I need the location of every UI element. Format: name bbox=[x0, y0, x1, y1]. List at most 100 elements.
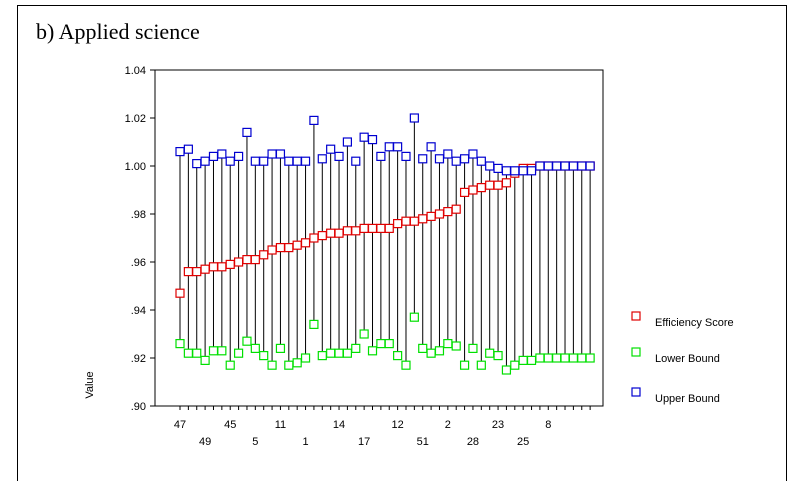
y-tick-label: .94 bbox=[131, 305, 146, 317]
lower-bound-marker bbox=[526, 355, 537, 365]
lower-bound-marker bbox=[292, 358, 302, 368]
efficiency-score-marker bbox=[242, 255, 252, 265]
lower-bound-marker bbox=[543, 353, 553, 363]
upper-bound-marker bbox=[451, 156, 461, 166]
upper-bound-marker bbox=[476, 156, 486, 166]
lower-bound-marker bbox=[267, 360, 277, 370]
lower-bound-marker bbox=[192, 348, 202, 358]
y-tick-label: .96 bbox=[131, 257, 146, 269]
efficiency-score-marker bbox=[384, 223, 394, 233]
lower-bound-marker bbox=[183, 348, 193, 358]
upper-bound-marker bbox=[317, 154, 327, 164]
upper-bound-marker bbox=[326, 144, 336, 154]
y-tick-label: 1.00 bbox=[125, 161, 146, 173]
efficiency-score-marker bbox=[367, 223, 378, 233]
efficiency-score-marker bbox=[334, 228, 344, 238]
upper-bound-marker bbox=[585, 161, 595, 171]
upper-bound-marker bbox=[501, 166, 512, 176]
lower-bound-marker bbox=[510, 360, 520, 370]
efficiency-score-marker bbox=[225, 259, 235, 269]
efficiency-score-marker bbox=[376, 223, 386, 233]
axes bbox=[150, 69, 604, 410]
x-tick-label: 2 bbox=[445, 419, 451, 431]
upper-bound-marker bbox=[275, 149, 286, 159]
lower-bound-marker bbox=[577, 353, 587, 363]
upper-bound-marker bbox=[351, 156, 361, 166]
lower-bound-marker bbox=[275, 343, 286, 353]
lower-bound-marker bbox=[342, 348, 352, 358]
efficiency-score-marker bbox=[434, 209, 445, 219]
lower-bound-marker bbox=[351, 343, 361, 353]
upper-bound-marker bbox=[292, 156, 302, 166]
lower-bound-marker bbox=[242, 336, 252, 346]
x-tick-label: 11 bbox=[275, 419, 286, 431]
lower-bound-legend-label: Lower Bound bbox=[655, 353, 720, 365]
lower-bound-marker bbox=[217, 346, 227, 356]
efficiency-score-marker bbox=[359, 223, 369, 233]
upper-bound-marker bbox=[200, 156, 210, 166]
efficiency-score-marker bbox=[183, 267, 193, 277]
upper-bound-marker bbox=[175, 147, 185, 157]
lower-bound-marker bbox=[493, 351, 503, 361]
lower-bound-marker bbox=[451, 341, 461, 351]
lower-bound-marker bbox=[418, 343, 428, 353]
lower-bound-marker bbox=[300, 353, 311, 363]
efficiency-score-marker bbox=[267, 245, 277, 255]
x-tick-label: 12 bbox=[391, 419, 403, 431]
upper-bound-marker bbox=[552, 161, 562, 171]
lower-bound-marker bbox=[259, 351, 269, 361]
upper-bound-marker bbox=[259, 156, 269, 166]
upper-bound-marker bbox=[418, 154, 428, 164]
lower-bound-marker bbox=[250, 343, 260, 353]
efficiency-score-marker bbox=[409, 216, 419, 226]
upper-bound-marker bbox=[284, 156, 294, 166]
upper-bound-marker bbox=[309, 115, 319, 126]
upper-bound-marker bbox=[393, 142, 403, 152]
upper-bound-marker bbox=[217, 149, 227, 159]
x-tick-label: 5 bbox=[252, 436, 258, 448]
efficiency-score-marker bbox=[485, 180, 495, 190]
lower-bound-marker bbox=[175, 339, 185, 349]
upper-bound-marker bbox=[208, 151, 219, 161]
lower-bound-marker bbox=[518, 355, 528, 365]
upper-bound-marker bbox=[192, 159, 202, 169]
upper-bound-marker bbox=[300, 156, 311, 166]
lower-bound-marker bbox=[401, 360, 411, 370]
y-tick-label: 1.04 bbox=[125, 65, 146, 77]
lower-bound-marker bbox=[367, 346, 378, 356]
efficiency-score-marker bbox=[259, 250, 269, 260]
lower-bound-marker bbox=[393, 351, 403, 361]
efficiency-score-legend-swatch bbox=[631, 311, 641, 321]
upper-bound-marker bbox=[359, 132, 369, 142]
upper-bound-marker bbox=[225, 156, 235, 166]
lower-bound-marker bbox=[459, 360, 470, 370]
upper-bound-marker bbox=[409, 113, 419, 123]
efficiency-score-marker bbox=[326, 228, 336, 238]
lower-bound-marker bbox=[233, 348, 244, 358]
upper-bound-legend-label: Upper Bound bbox=[655, 393, 720, 405]
lower-bound-marker bbox=[284, 360, 294, 370]
upper-bound-marker bbox=[250, 156, 260, 166]
upper-bound-legend-swatch bbox=[631, 387, 641, 397]
efficiency-score-marker bbox=[401, 216, 411, 226]
upper-bound-marker bbox=[535, 161, 545, 171]
efficiency-score-marker bbox=[200, 264, 210, 274]
x-tick-label: 14 bbox=[333, 419, 345, 431]
efficiency-score-marker bbox=[342, 226, 352, 236]
lower-bound-marker bbox=[208, 346, 219, 356]
upper-bound-marker bbox=[485, 161, 495, 171]
y-axis-label: Value bbox=[84, 371, 96, 398]
upper-bound-marker bbox=[493, 163, 503, 173]
efficiency-score-marker bbox=[284, 243, 294, 253]
x-tick-label: 23 bbox=[492, 419, 504, 431]
efficiency-score-marker bbox=[309, 233, 319, 243]
lower-bound-marker bbox=[359, 329, 369, 339]
efficiency-score-marker bbox=[418, 214, 428, 224]
chart-frame bbox=[17, 5, 787, 481]
efficiency-score-marker bbox=[192, 267, 202, 277]
lower-bound-marker bbox=[485, 348, 495, 358]
upper-bound-marker bbox=[242, 127, 252, 137]
upper-bound-marker bbox=[468, 149, 478, 159]
y-tick-label: .98 bbox=[131, 209, 146, 221]
